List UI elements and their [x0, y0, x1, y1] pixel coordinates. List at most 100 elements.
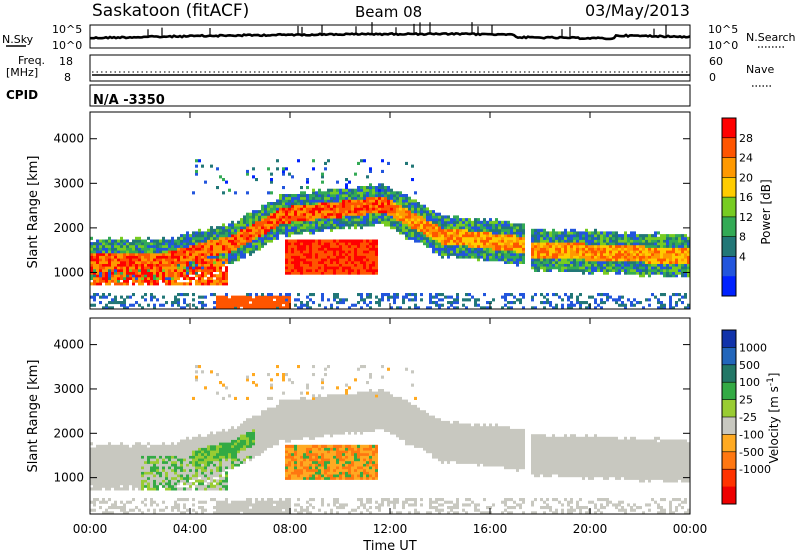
power-cell — [114, 301, 117, 305]
power-cell — [645, 236, 648, 240]
power-cell — [375, 210, 378, 214]
power-cell — [225, 228, 228, 232]
power-cell — [318, 271, 321, 275]
velocity-cell — [141, 452, 144, 456]
power-cell — [375, 271, 378, 275]
power-cell — [588, 234, 591, 238]
power-cell — [585, 228, 588, 232]
power-cell — [195, 274, 198, 278]
power-cell — [477, 234, 480, 238]
power-cell — [321, 223, 324, 227]
velocity-cell — [90, 455, 93, 459]
power-cell — [432, 250, 435, 254]
power-cell — [336, 242, 339, 246]
power-cell — [663, 266, 666, 270]
power-cell — [363, 250, 366, 254]
power-cell — [354, 303, 357, 307]
power-cell — [414, 202, 417, 206]
power-cell — [609, 231, 612, 235]
power-cell — [432, 228, 435, 232]
power-cell — [396, 293, 399, 297]
power-cell — [159, 258, 162, 262]
power-cell — [507, 223, 510, 227]
power-cell — [339, 239, 342, 243]
power-cell — [351, 215, 354, 219]
power-cell — [267, 220, 270, 224]
power-cell — [300, 223, 303, 227]
power-cell — [573, 258, 576, 262]
power-cell — [588, 236, 591, 240]
power-cell — [162, 276, 165, 280]
power-cell — [522, 234, 525, 238]
power-cell — [309, 258, 312, 262]
power-cell — [357, 161, 360, 165]
power-cell — [531, 255, 534, 259]
power-cell — [504, 250, 507, 254]
power-cell — [399, 223, 402, 227]
power-cell — [510, 260, 513, 264]
velocity-cell — [135, 444, 138, 448]
power-cell — [366, 202, 369, 206]
power-cell — [498, 250, 501, 254]
power-cell — [282, 223, 285, 227]
power-cell — [612, 236, 615, 240]
power-cell — [285, 298, 288, 302]
power-cell — [306, 212, 309, 216]
power-cell — [627, 255, 630, 259]
power-cell — [258, 303, 261, 307]
velocity-cell — [105, 484, 108, 488]
power-cell — [576, 260, 579, 264]
power-cell — [450, 301, 453, 305]
velocity-cell — [138, 452, 141, 456]
power-cell — [417, 228, 420, 232]
power-cell — [567, 303, 570, 307]
power-cell — [279, 220, 282, 224]
power-cell — [561, 298, 564, 302]
power-cell — [108, 250, 111, 254]
velocity-cell — [207, 482, 210, 486]
power-cell — [210, 293, 213, 297]
velocity-cell — [105, 476, 108, 480]
power-cell — [141, 276, 144, 280]
power-cell — [360, 242, 363, 246]
power-cell — [495, 226, 498, 230]
velocity-cell — [204, 439, 207, 443]
power-cell — [102, 252, 105, 256]
power-cell — [270, 293, 273, 297]
power-cell — [270, 212, 273, 216]
power-cell — [552, 244, 555, 248]
power-cell — [378, 186, 381, 190]
velocity-cell — [156, 482, 159, 486]
power-cell — [249, 306, 252, 310]
power-cell — [141, 244, 144, 248]
power-cell — [534, 236, 537, 240]
power-cell — [294, 199, 297, 203]
power-cell — [333, 191, 336, 195]
power-cell — [327, 242, 330, 246]
power-cell — [306, 196, 309, 200]
power-cell — [228, 303, 231, 307]
power-cell — [618, 263, 621, 267]
power-cell — [333, 298, 336, 302]
power-cell — [378, 215, 381, 219]
velocity-cell — [105, 471, 108, 475]
power-cell — [444, 226, 447, 230]
power-cell — [420, 212, 423, 216]
power-cell — [195, 306, 198, 310]
power-cell — [303, 242, 306, 246]
power-cell — [642, 260, 645, 264]
power-cell — [546, 247, 549, 251]
power-cell — [315, 252, 318, 256]
power-cell — [345, 207, 348, 211]
power-cell — [561, 239, 564, 243]
power-cell — [312, 263, 315, 267]
power-cell — [342, 268, 345, 272]
power-cell — [285, 215, 288, 219]
power-cell — [639, 301, 642, 305]
power-cell — [555, 260, 558, 264]
power-cell — [357, 239, 360, 243]
power-cell — [369, 293, 372, 297]
power-cell — [477, 303, 480, 307]
power-cell — [318, 191, 321, 195]
power-cell — [639, 244, 642, 248]
